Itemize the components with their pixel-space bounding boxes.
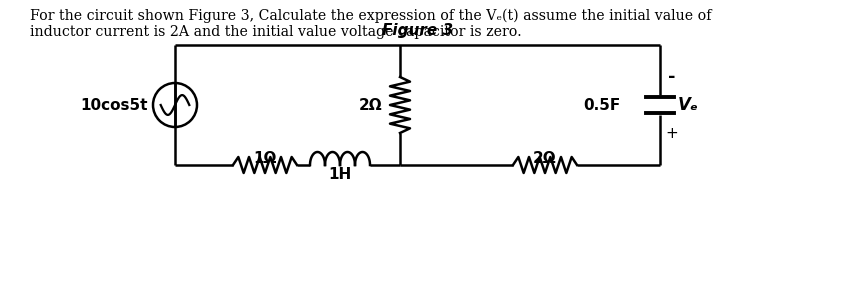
Text: 2Ω: 2Ω: [533, 151, 557, 166]
Text: 1Ω: 1Ω: [253, 151, 277, 166]
Text: inductor current is 2A and the initial value voltage capacitor is zero.: inductor current is 2A and the initial v…: [30, 25, 521, 39]
Text: Figure 3: Figure 3: [382, 23, 453, 38]
Text: +: +: [666, 126, 679, 140]
Text: 2Ω: 2Ω: [358, 97, 382, 113]
Text: For the circuit shown Figure 3, Calculate the expression of the Vₑ(t) assume the: For the circuit shown Figure 3, Calculat…: [30, 9, 711, 23]
Text: 0.5F: 0.5F: [582, 97, 620, 113]
Text: Vₑ: Vₑ: [678, 96, 699, 114]
Text: 10cos5t: 10cos5t: [81, 97, 148, 113]
Text: -: -: [668, 68, 676, 86]
Text: 1H: 1H: [328, 167, 351, 182]
